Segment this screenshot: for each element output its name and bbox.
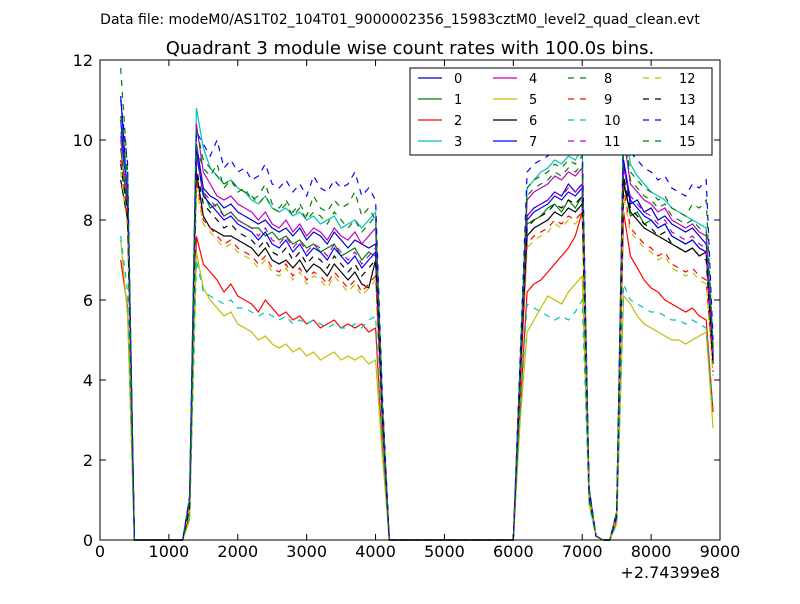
- x-tick-label: 3000: [286, 542, 327, 561]
- legend-label-13: 13: [679, 93, 696, 108]
- legend-label-14: 14: [679, 114, 696, 129]
- x-offset-label: +2.74399e8: [620, 563, 720, 582]
- legend-label-11: 11: [604, 135, 621, 150]
- x-tick-label: 2000: [217, 542, 258, 561]
- legend-label-15: 15: [679, 135, 696, 150]
- legend-label-2: 2: [454, 114, 462, 129]
- x-tick-label: 0: [95, 542, 105, 561]
- legend-label-12: 12: [679, 72, 696, 87]
- y-tick-label: 2: [83, 451, 93, 470]
- x-tick-label: 9000: [700, 542, 741, 561]
- legend-label-1: 1: [454, 93, 462, 108]
- legend-label-4: 4: [529, 72, 537, 87]
- x-tick-label: 5000: [424, 542, 465, 561]
- y-tick-label: 4: [83, 371, 93, 390]
- legend-frame: [409, 67, 713, 156]
- y-tick-label: 6: [83, 291, 93, 310]
- legend-label-7: 7: [529, 135, 537, 150]
- data-file-suptitle: Data file: modeM0/AS1T02_104T01_90000023…: [100, 12, 700, 28]
- y-tick-label: 8: [83, 211, 93, 230]
- legend-label-5: 5: [529, 93, 537, 108]
- legend-label-10: 10: [604, 114, 621, 129]
- chart-title: Quadrant 3 module wise count rates with …: [166, 38, 655, 59]
- y-tick-label: 12: [73, 51, 93, 70]
- series-line-10: [120, 235, 714, 541]
- y-tick-label: 0: [83, 531, 93, 550]
- legend-label-0: 0: [454, 72, 462, 87]
- legend-label-3: 3: [454, 135, 462, 150]
- x-tick-label: 1000: [149, 542, 190, 561]
- legend-label-6: 6: [529, 114, 537, 129]
- ticks-layer: 0 1000 2000 3000 4000 5000 6000 7000 8000 9000 0 2 4…: [73, 51, 741, 561]
- x-tick-label: 4000: [355, 542, 396, 561]
- y-tick-label: 10: [73, 131, 93, 150]
- x-tick-label: 7000: [562, 542, 603, 561]
- x-tick-label: 8000: [631, 542, 672, 561]
- legend-label-8: 8: [604, 72, 612, 87]
- x-tick-label: 6000: [493, 542, 534, 561]
- legend-label-9: 9: [604, 93, 612, 108]
